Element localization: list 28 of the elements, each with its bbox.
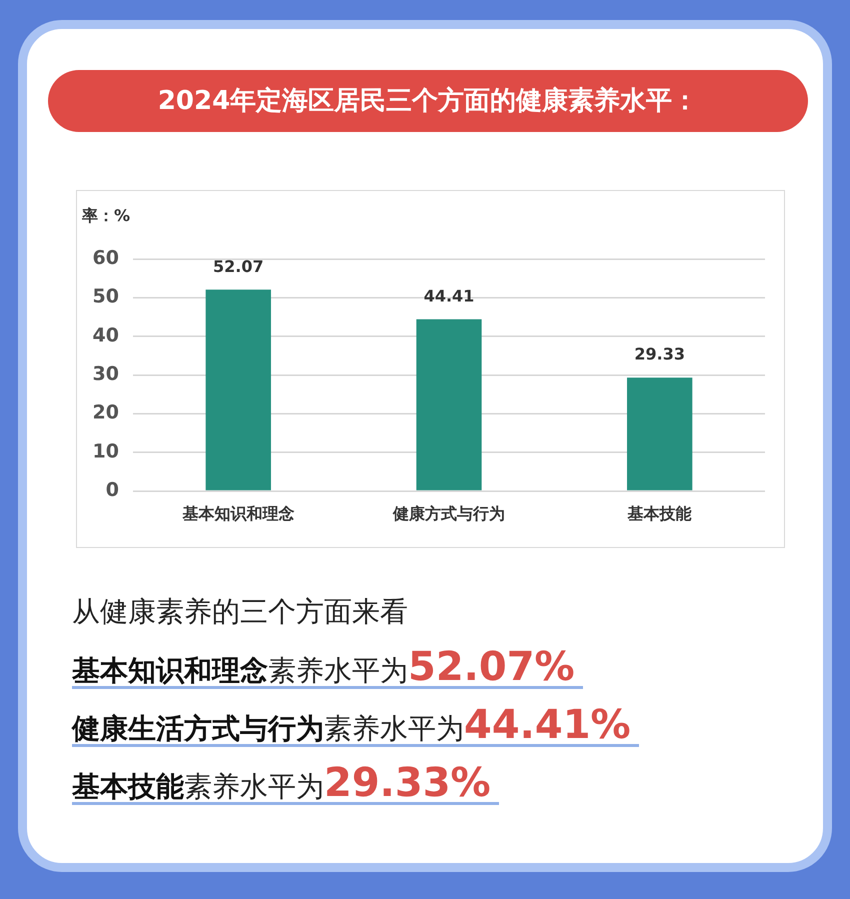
y-tick-label: 0	[106, 478, 119, 501]
text: 基本知识和理念	[72, 653, 268, 689]
text: 基本技能	[72, 769, 184, 805]
x-tick-label: 基本知识和理念	[181, 504, 294, 523]
data-label: 44.41	[424, 286, 474, 306]
y-tick-label: 40	[92, 324, 119, 346]
bar	[206, 290, 271, 490]
text: 素养水平为	[324, 711, 464, 747]
text: 44.41%	[464, 702, 631, 748]
y-tick-label: 50	[92, 286, 119, 308]
y-axis-title: 率：%	[82, 206, 130, 227]
data-label: 29.33	[634, 344, 685, 364]
x-tick-label: 基本技能	[626, 504, 692, 523]
y-tick-label: 60	[92, 246, 119, 269]
x-tick-label: 健康方式与行为	[392, 504, 505, 523]
chart-title: 2024年定海区居民三个方面的健康素养水平：	[48, 70, 808, 132]
text: 从健康素养的三个方面来看	[72, 594, 408, 630]
data-label: 52.07	[213, 256, 264, 276]
y-tick-label: 30	[92, 362, 119, 385]
y-tick-label: 20	[92, 402, 119, 424]
text: 52.07%	[408, 644, 575, 690]
y-tick-label: 10	[92, 440, 119, 462]
text: 29.33%	[324, 760, 491, 806]
bar	[627, 378, 692, 490]
text: 健康生活方式与行为	[72, 711, 324, 747]
bar	[416, 319, 482, 490]
text: 素养水平为	[184, 769, 324, 805]
text: 素养水平为	[268, 653, 408, 689]
